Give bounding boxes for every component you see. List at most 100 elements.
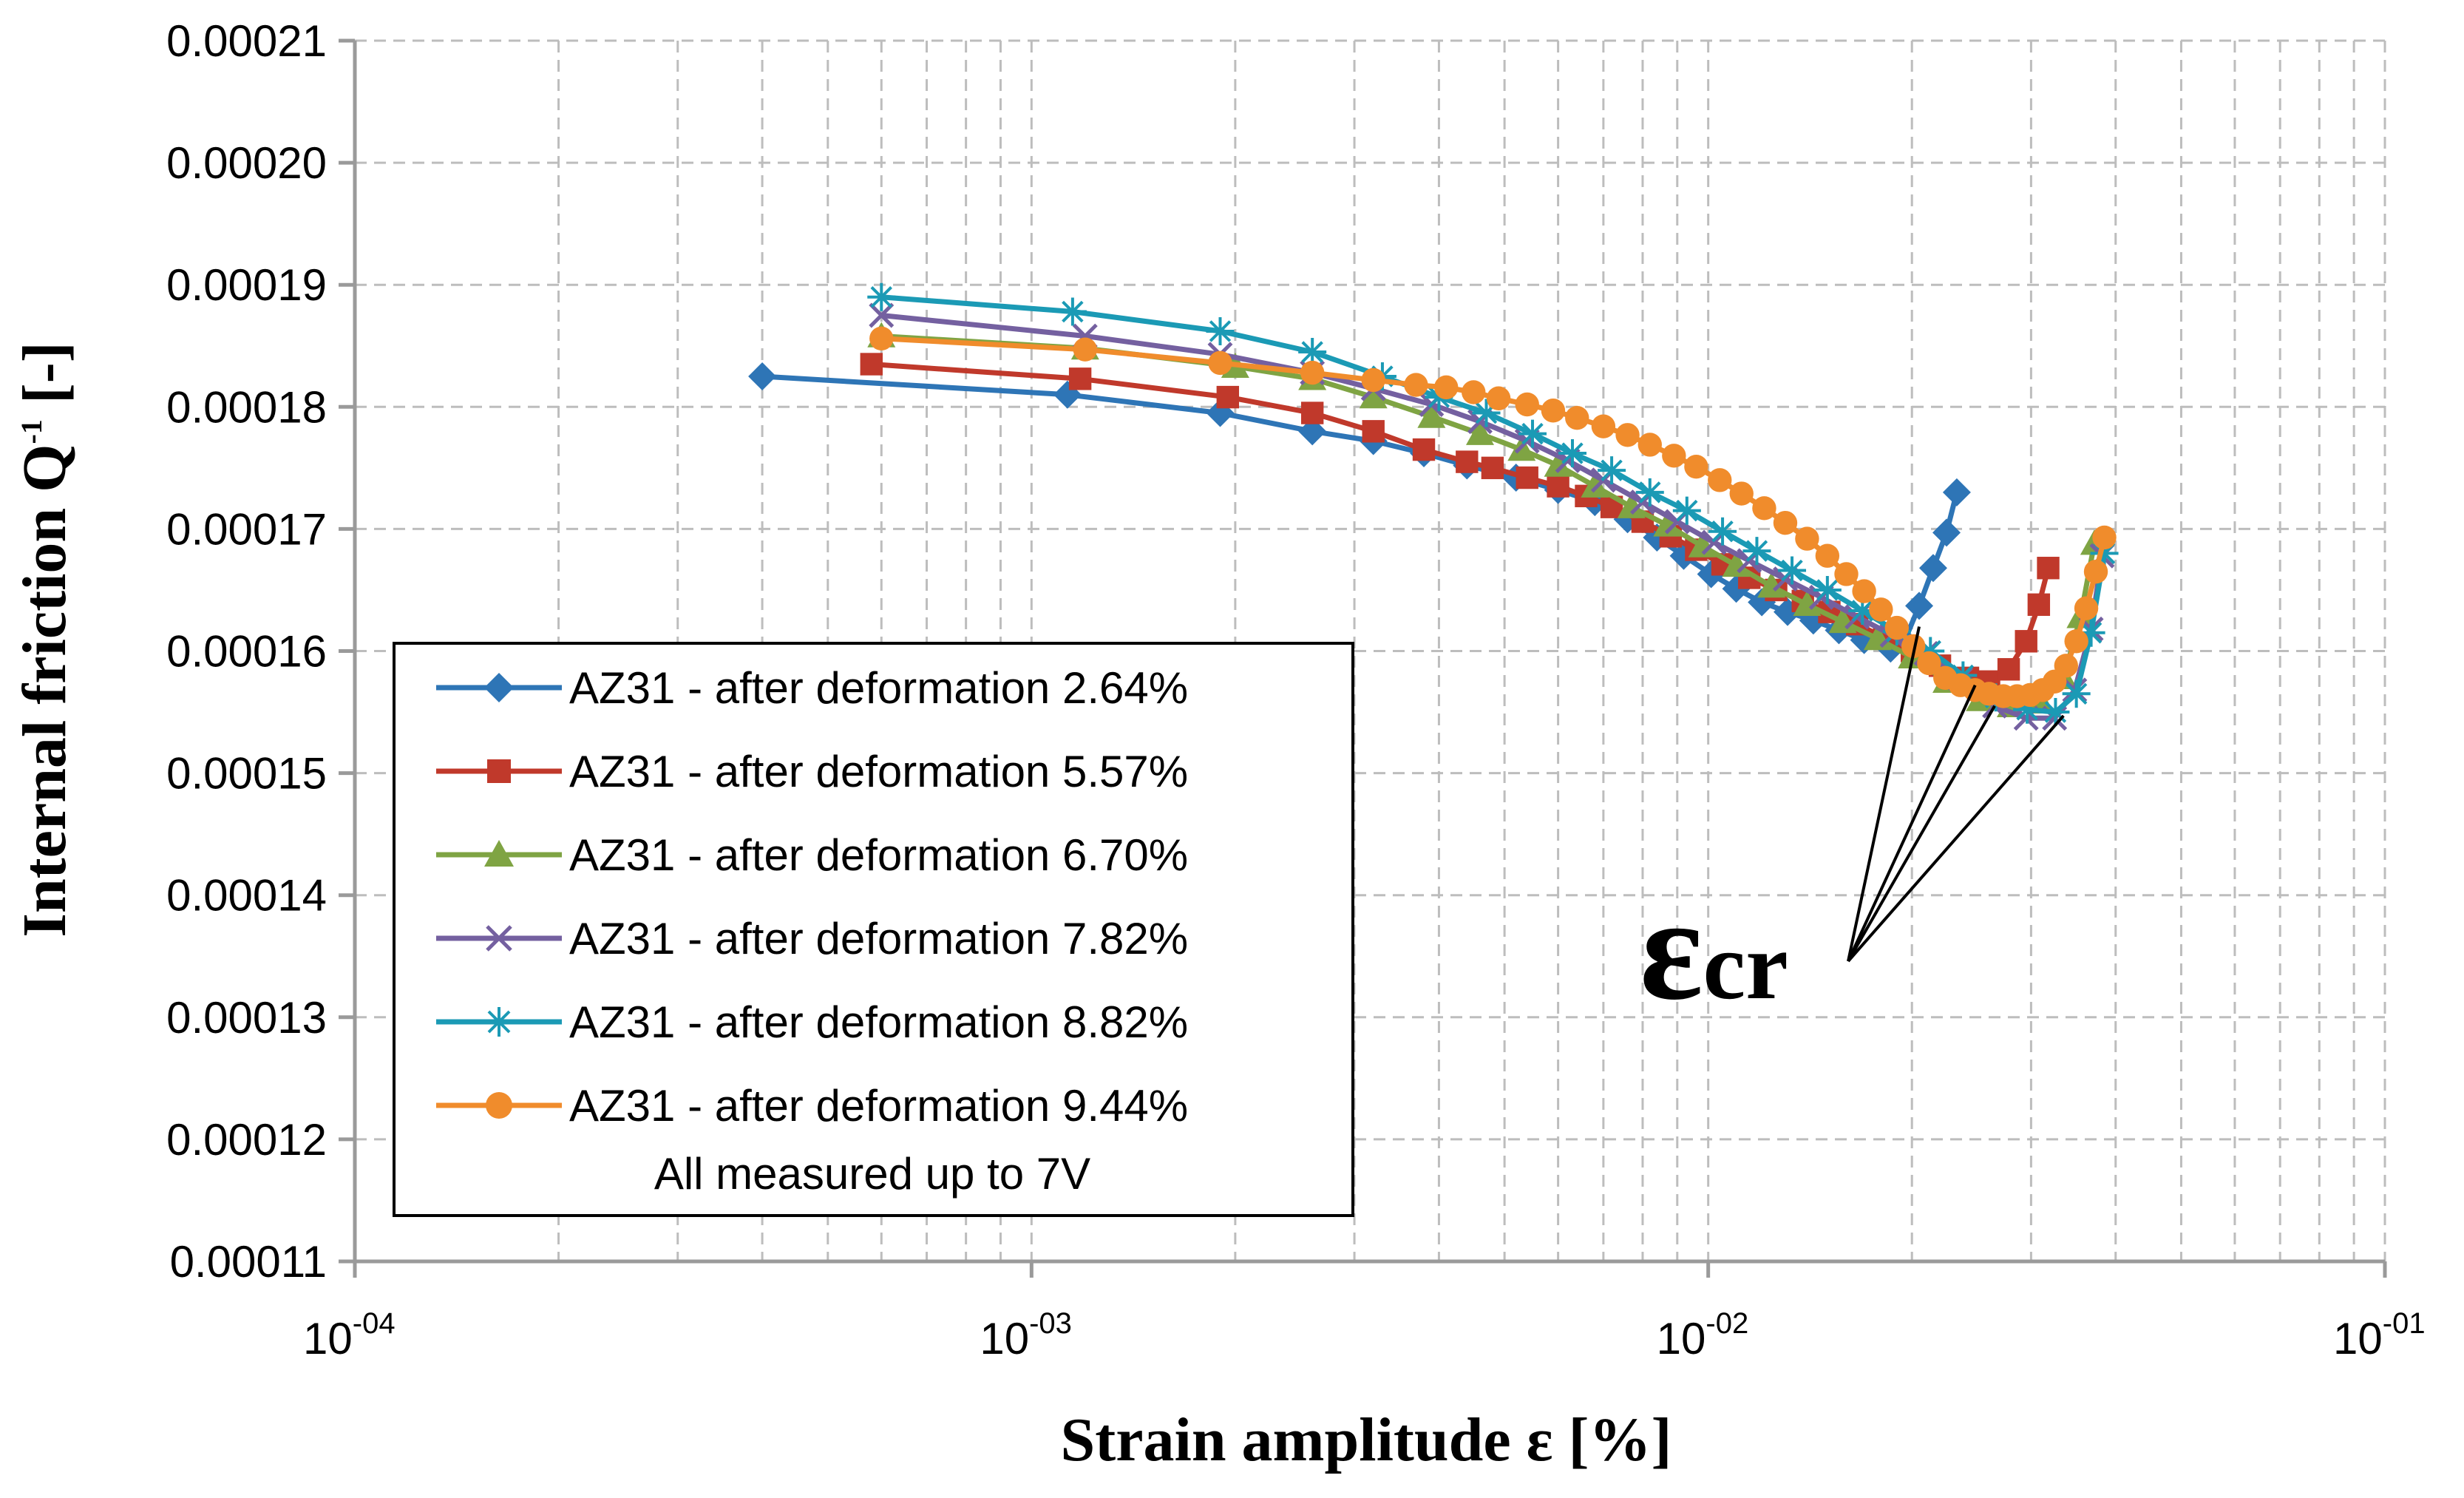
data-point bbox=[1462, 380, 1486, 404]
data-point bbox=[484, 840, 514, 867]
data-point bbox=[1558, 439, 1586, 468]
y-tick-label: 0.00018 bbox=[166, 382, 327, 432]
data-point bbox=[2092, 525, 2117, 550]
data-point bbox=[2074, 596, 2099, 620]
data-point bbox=[867, 282, 896, 311]
data-point bbox=[748, 362, 777, 391]
data-point bbox=[1362, 420, 1385, 443]
annotation-pointer-line bbox=[1847, 626, 1921, 962]
legend-items: AZ31 - after deformation 2.64% AZ31 - aft… bbox=[436, 663, 1188, 1131]
y-tick-label: 0.00017 bbox=[166, 504, 327, 554]
data-point bbox=[1752, 496, 1776, 521]
data-point bbox=[1848, 597, 1877, 626]
data-point bbox=[1869, 597, 1893, 622]
annotation-pointer-line bbox=[1847, 684, 1977, 962]
data-point bbox=[2054, 654, 2079, 678]
x-tick-labels: 10-04 10-03 10-02 10-01 bbox=[303, 1307, 2426, 1363]
legend: AZ31 - after deformation 2.64% AZ31 - aft… bbox=[393, 642, 1354, 1217]
data-point bbox=[2083, 559, 2108, 584]
legend-item: AZ31 - after deformation 9.44% bbox=[436, 1081, 1188, 1131]
data-point bbox=[1708, 517, 1737, 546]
data-point bbox=[1598, 456, 1626, 485]
data-point bbox=[1932, 518, 1961, 547]
legend-item: AZ31 - after deformation 7.82% bbox=[436, 914, 1188, 963]
data-point bbox=[860, 353, 883, 376]
data-point bbox=[2041, 698, 2070, 727]
critical-strain-annotation: εcr bbox=[1640, 626, 2065, 1031]
y-tick-label: 0.00020 bbox=[166, 138, 327, 188]
data-point bbox=[1834, 562, 1859, 586]
series-line bbox=[761, 373, 1960, 651]
data-point bbox=[869, 302, 895, 328]
annotation-label: εcr bbox=[1640, 867, 1788, 1031]
data-point bbox=[484, 673, 514, 702]
data-point bbox=[1884, 615, 1910, 640]
data-point bbox=[1456, 450, 1479, 473]
data-point bbox=[1300, 360, 1325, 385]
legend-label: AZ31 - after deformation 7.82% bbox=[569, 914, 1188, 963]
data-point bbox=[1662, 444, 1686, 468]
data-point bbox=[2062, 679, 2091, 708]
data-point bbox=[1359, 383, 1388, 409]
data-point bbox=[484, 1007, 514, 1037]
data-point bbox=[1298, 338, 1327, 367]
legend-box bbox=[393, 642, 1354, 1217]
data-point bbox=[2090, 539, 2119, 568]
data-point bbox=[486, 1092, 512, 1119]
data-point bbox=[1417, 402, 1446, 428]
data-point bbox=[1916, 637, 1945, 665]
data-point bbox=[1206, 316, 1235, 345]
data-point bbox=[2015, 630, 2037, 653]
data-point bbox=[2013, 695, 2042, 724]
data-point bbox=[1515, 392, 1539, 417]
data-point bbox=[1298, 417, 1327, 446]
data-point bbox=[1852, 579, 1876, 603]
legend-item: AZ31 - after deformation 8.82% bbox=[436, 997, 1188, 1047]
x-axis-title: Strain amplitude ε [%] bbox=[1061, 1406, 1672, 1474]
data-point bbox=[1653, 511, 1682, 537]
data-point bbox=[1635, 478, 1664, 506]
data-point bbox=[1637, 433, 1662, 457]
data-point bbox=[1688, 532, 1717, 557]
data-point bbox=[1942, 478, 1971, 506]
x-tick-label: 10-01 bbox=[2333, 1307, 2426, 1363]
legend-label: AZ31 - after deformation 2.64% bbox=[569, 663, 1188, 713]
data-point bbox=[1722, 551, 1751, 577]
data-point bbox=[2077, 618, 2105, 647]
series-layer bbox=[748, 282, 2119, 731]
legend-label: AZ31 - after deformation 9.44% bbox=[569, 1081, 1188, 1131]
data-point bbox=[487, 759, 511, 783]
legend-label: AZ31 - after deformation 8.82% bbox=[569, 997, 1188, 1047]
y-tick-label: 0.00013 bbox=[166, 993, 327, 1043]
data-point bbox=[1547, 475, 1569, 498]
y-tick-label: 0.00011 bbox=[170, 1237, 327, 1287]
data-point bbox=[1068, 367, 1092, 390]
annotation-pointer-line bbox=[1847, 705, 1996, 962]
data-point bbox=[1795, 526, 1819, 551]
data-point bbox=[1757, 572, 1786, 598]
data-point bbox=[1729, 481, 1754, 506]
data-point bbox=[1404, 373, 1428, 397]
legend-label: AZ31 - after deformation 6.70% bbox=[569, 830, 1188, 880]
axes bbox=[339, 38, 2387, 1278]
data-point bbox=[1793, 590, 1822, 616]
data-point bbox=[1544, 451, 1572, 477]
data-point bbox=[1615, 423, 1640, 447]
data-point bbox=[1742, 537, 1771, 566]
legend-item: AZ31 - after deformation 6.70% bbox=[436, 830, 1188, 880]
grid bbox=[353, 39, 2386, 1263]
data-point bbox=[1361, 367, 1385, 393]
data-point bbox=[1591, 414, 1616, 438]
data-point bbox=[1434, 375, 1459, 400]
data-point bbox=[1486, 386, 1511, 410]
data-point bbox=[1901, 634, 1926, 659]
data-point bbox=[1481, 456, 1504, 480]
annotation-pointer-lines bbox=[1847, 626, 2065, 963]
data-point bbox=[1997, 658, 2020, 681]
data-point bbox=[486, 925, 512, 952]
y-tick-label: 0.00019 bbox=[166, 260, 327, 310]
data-point bbox=[1472, 399, 1501, 427]
y-tick-label: 0.00021 bbox=[166, 16, 327, 66]
data-point bbox=[2064, 629, 2088, 654]
